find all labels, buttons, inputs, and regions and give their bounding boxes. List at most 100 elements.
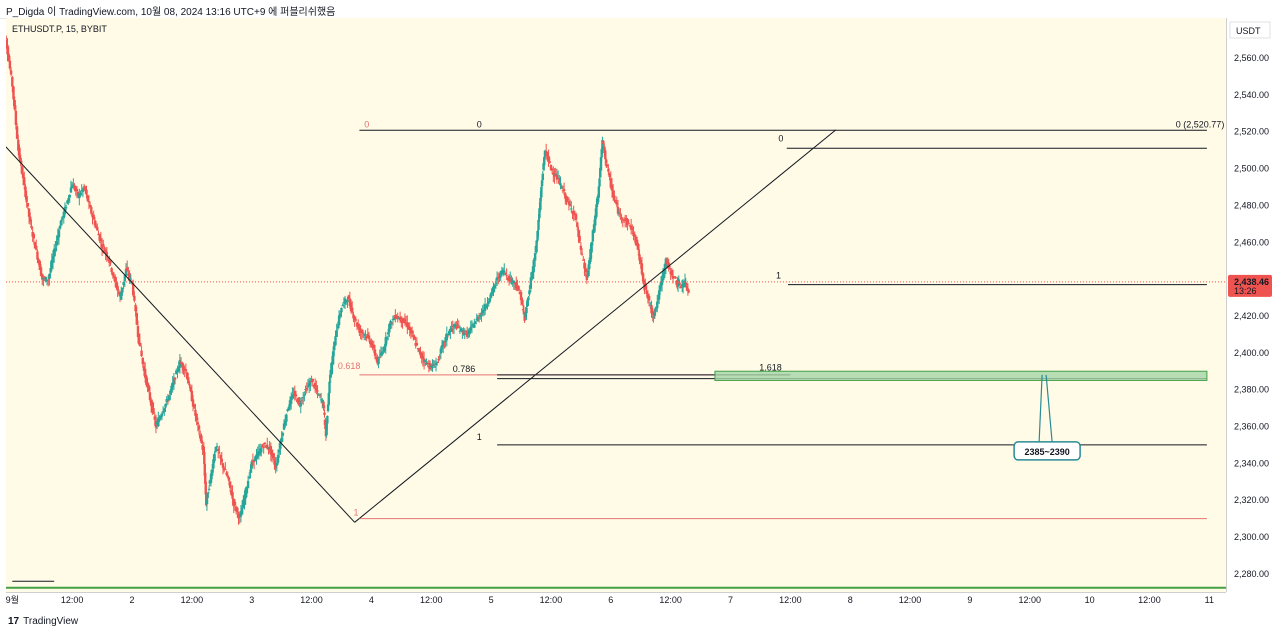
candle-body (70, 184, 74, 189)
candle-body (687, 289, 690, 293)
candle-body (108, 259, 111, 263)
candle-body (492, 286, 495, 292)
candle-body (528, 290, 531, 295)
time-axis[interactable] (6, 592, 1226, 611)
candle-body (294, 394, 298, 397)
candle-body (291, 394, 294, 399)
candle-body (29, 216, 32, 222)
candle-body (666, 260, 669, 267)
candle-body (316, 390, 319, 392)
fib-label-0786: 0.786 (453, 364, 476, 374)
candle-body (110, 268, 113, 273)
candle-body (188, 383, 191, 386)
candle-body (62, 211, 65, 219)
candle-body (27, 208, 31, 217)
candle-body (462, 330, 465, 335)
candle-body (383, 346, 386, 351)
candle-body (413, 336, 416, 340)
candle-body (497, 277, 500, 279)
candle-body (601, 140, 604, 150)
candle-body (679, 287, 683, 289)
candle-body (92, 214, 95, 220)
candle-body (225, 472, 228, 475)
candle-body (656, 301, 659, 309)
candle-body (374, 356, 378, 359)
candle-body (562, 188, 566, 192)
candle-body (275, 462, 279, 466)
candle-body (60, 219, 63, 226)
candle-body (152, 408, 155, 413)
candle-body (245, 486, 249, 494)
candle-body (523, 313, 526, 321)
candle-body (607, 168, 610, 172)
x-tick-label: 10 (1085, 595, 1095, 605)
candle-body (558, 177, 561, 184)
x-tick-label: 12:00 (899, 595, 922, 605)
candle-body (619, 213, 622, 215)
candle-body (175, 370, 178, 375)
candle-body (675, 280, 678, 285)
candle-body (331, 351, 335, 365)
candle-body (44, 276, 48, 282)
candle-body (442, 341, 445, 347)
currency-label: USDT (1236, 26, 1261, 36)
candle-body (17, 139, 20, 151)
candle-body (657, 290, 661, 300)
price-axis[interactable] (1226, 18, 1280, 592)
candle-body (35, 245, 38, 250)
candle-body (126, 267, 129, 271)
candle-body (667, 264, 670, 266)
candle-body (437, 359, 440, 361)
candle-body (436, 361, 439, 363)
candle-body (228, 481, 232, 488)
candle-body (21, 173, 25, 179)
fib-label-1618: 1.618 (759, 363, 782, 373)
symbol-label: ETHUSDT.P, 15, BYBIT (12, 24, 107, 34)
candle-body (196, 422, 200, 425)
candle-body (521, 299, 524, 305)
candle-body (351, 307, 354, 313)
candle-body (203, 463, 206, 476)
candle-body (396, 315, 399, 319)
x-tick-label: 5 (489, 595, 494, 605)
candle-body (6, 45, 9, 55)
candle-body (335, 330, 338, 337)
candle-body (574, 214, 578, 220)
x-tick-label: 4 (369, 595, 374, 605)
y-tick-label: 2,420.00 (1234, 311, 1269, 321)
candle-body (11, 76, 14, 87)
candle-body (626, 219, 629, 226)
candle-body (246, 480, 250, 489)
chart-plot-area[interactable] (6, 18, 1226, 592)
candle-body (177, 367, 180, 372)
y-tick-label: 2,280.00 (1234, 569, 1269, 579)
callout-pointer (1038, 374, 1053, 442)
candle-body (560, 186, 563, 189)
candle-body (415, 343, 419, 346)
candle-body (48, 274, 51, 279)
candle-body (650, 305, 653, 314)
candle-body (372, 344, 375, 349)
candle-body (133, 295, 136, 301)
callout-box (1013, 441, 1081, 461)
candle-body (582, 259, 585, 261)
candle-body (457, 326, 460, 328)
candle-body (479, 314, 482, 317)
candle-body (139, 342, 142, 347)
tradingview-brand[interactable]: 17 TradingView (8, 616, 78, 627)
x-tick-label: 7 (728, 595, 733, 605)
candle-body (592, 224, 596, 233)
candle-body (651, 311, 654, 315)
candle-body (153, 416, 156, 420)
candle-body (261, 446, 264, 448)
candle-body (75, 188, 79, 192)
last-price-countdown: 13:26 (1234, 286, 1257, 296)
candle-body (400, 316, 403, 323)
x-tick-label: 6 (608, 595, 613, 605)
candle-body (250, 461, 253, 469)
candle-body (550, 168, 554, 171)
candle-body (463, 334, 466, 336)
publisher-info: P_Digda 이 TradingView.com, 10월 08, 2024 … (6, 7, 336, 18)
candle-body (628, 225, 632, 227)
